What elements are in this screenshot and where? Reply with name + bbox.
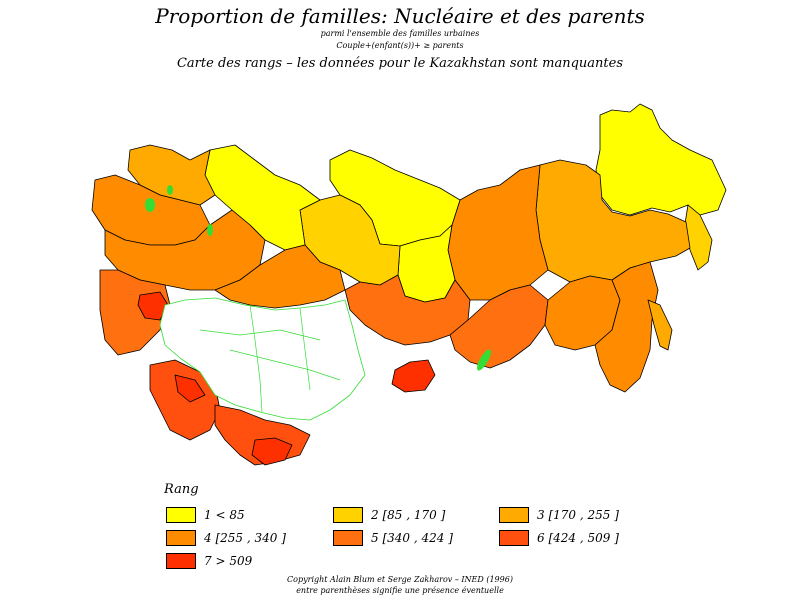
map-subtitle-definition: Couple+(enfant(s))+ ≥ parents — [336, 41, 464, 50]
legend-swatch — [166, 530, 196, 546]
region-yakutia — [535, 159, 691, 283]
legend-label: 2 [85 , 170 ] — [371, 508, 446, 522]
legend-swatch — [499, 507, 529, 523]
region-moldova — [137, 291, 169, 321]
map-subtitle-scope: parmi l'ensemble des familles urbaines — [320, 29, 480, 38]
legend-label: 4 [255 , 340 ] — [204, 531, 286, 545]
legend-label: 6 [424 , 509 ] — [537, 531, 619, 545]
region-tajikistan — [251, 437, 293, 466]
map-title: Proportion de familles: Nucléaire et des… — [155, 4, 645, 28]
region-kazakhstan-missing — [159, 297, 366, 421]
legend-swatch — [333, 507, 363, 523]
legend-label: 3 [170 , 255 ] — [537, 508, 619, 522]
reservoir-volga — [207, 224, 213, 236]
region-belarus-ukraine — [99, 269, 171, 356]
region-tuva — [391, 359, 436, 393]
legend-label: 5 [340 , 424 ] — [371, 531, 453, 545]
map-lakes — [145, 185, 491, 371]
footnote-text: entre parenthèses signifie une présence … — [296, 586, 504, 595]
legend-swatch — [499, 530, 529, 546]
copyright-text: Copyright Alain Blum et Serge Zakharov –… — [287, 575, 513, 584]
region-south-siberia — [344, 274, 471, 346]
region-georgia — [174, 374, 206, 403]
map-note: Carte des rangs – les données pour le Ka… — [176, 56, 623, 71]
lake-ladoga — [145, 198, 155, 212]
region-irkutsk — [449, 284, 549, 369]
legend-title: Rang — [164, 482, 199, 497]
missing-data-borders — [199, 304, 341, 413]
legend-label: 7 > 509 — [204, 554, 253, 568]
choropleth-map — [91, 103, 727, 466]
region-volga — [214, 244, 346, 309]
region-caucasus — [149, 359, 221, 441]
region-krasnoyarsk — [447, 164, 549, 301]
lake-baikal — [477, 349, 491, 371]
lake-onega — [167, 185, 173, 195]
legend-swatch — [166, 507, 196, 523]
legend-swatch — [333, 530, 363, 546]
legend-swatch — [166, 553, 196, 569]
region-primorye — [594, 261, 659, 393]
region-far-east-north — [595, 103, 727, 216]
region-sakhalin — [647, 299, 673, 351]
legend-label: 1 < 85 — [204, 508, 245, 522]
map-regions — [91, 103, 727, 466]
